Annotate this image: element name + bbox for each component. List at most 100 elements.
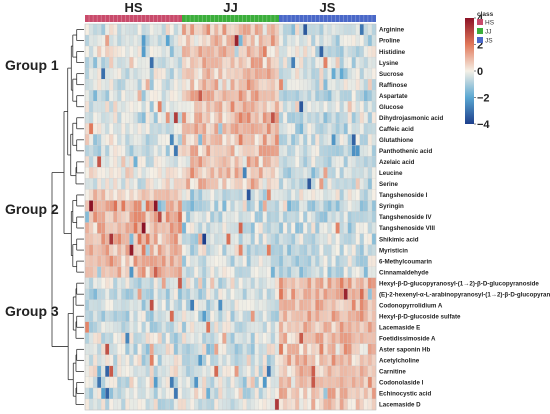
heatmap-cell (177, 45, 183, 58)
heatmap-cell (210, 34, 215, 47)
heatmap-cell (109, 123, 114, 135)
heatmap-cell (258, 90, 264, 102)
heatmap-cell (101, 310, 106, 322)
heatmap-cell (234, 200, 239, 212)
heatmap-cell (238, 23, 243, 36)
heatmap-cell (299, 398, 304, 411)
heatmap-cell (88, 211, 94, 223)
heatmap-cell (367, 332, 373, 345)
heatmap-cell (347, 299, 352, 311)
heatmap-cell (145, 45, 150, 58)
heatmap-cell (315, 277, 320, 289)
heatmap-cell (185, 354, 191, 367)
heatmap-cell (133, 79, 138, 91)
heatmap-cell (121, 56, 126, 69)
heatmap-cell (238, 277, 243, 289)
heatmap-cell (101, 365, 106, 378)
heatmap-cell (323, 354, 328, 367)
heatmap-cell (169, 200, 175, 212)
heatmap-cell (137, 365, 142, 378)
heatmap-cell (343, 189, 348, 201)
heatmap-cell (105, 266, 110, 278)
heatmap-cell (282, 23, 288, 36)
heatmap-cell (359, 398, 365, 411)
heatmap-cell (230, 398, 235, 411)
heatmap-cell (311, 277, 316, 289)
heatmap-cell (214, 156, 219, 168)
heatmap-cell (157, 178, 162, 190)
heatmap-cell (315, 332, 320, 345)
heatmap-cell (363, 45, 369, 58)
heatmap-cell (331, 112, 336, 124)
heatmap-cell (339, 266, 344, 278)
heatmap-cell (181, 200, 187, 212)
heatmap-cell (210, 321, 215, 333)
row-labels: ArginineProlineHistidineLysineSucroseRaf… (379, 27, 550, 409)
heatmap-cell (161, 332, 167, 345)
heatmap-cell (274, 90, 280, 102)
heatmap-cell (266, 178, 272, 190)
heatmap-cell (125, 45, 130, 58)
heatmap-cell (202, 90, 207, 102)
heatmap-cell (169, 178, 175, 190)
heatmap-cell (88, 332, 94, 345)
heatmap-cell (359, 123, 365, 135)
heatmap-cell (250, 376, 255, 389)
heatmap-cell (214, 67, 219, 80)
heatmap-cell (181, 288, 187, 300)
heatmap-cell (335, 343, 340, 356)
heatmap-cell (133, 178, 138, 190)
heatmap-cell (343, 34, 348, 47)
heatmap-cell (177, 233, 183, 245)
heatmap-cell (335, 321, 340, 333)
heatmap-cell (266, 56, 272, 69)
heatmap-cell (206, 321, 211, 333)
heatmap-cell (181, 211, 187, 223)
heatmap-cell (270, 79, 276, 91)
heatmap-cell (274, 79, 280, 91)
heatmap-cell (339, 233, 344, 245)
heatmap-cell (97, 244, 102, 256)
heatmap-cell (97, 376, 102, 389)
heatmap-cell (262, 178, 268, 190)
heatmap-cell (194, 277, 199, 289)
heatmap-cell (117, 134, 122, 146)
heatmap-cell (218, 34, 223, 47)
heatmap-cell (315, 387, 320, 400)
heatmap-cell (109, 112, 114, 124)
heatmap-cell (254, 200, 259, 212)
heatmap-cell (125, 34, 130, 47)
heatmap-cell (286, 222, 292, 234)
heatmap-cell (363, 365, 369, 378)
heatmap-cell (315, 178, 320, 190)
heatmap-cell (117, 233, 122, 245)
heatmap-cell (169, 387, 175, 400)
heatmap-cell (327, 145, 332, 157)
heatmap-cell (157, 233, 162, 245)
heatmap-cell (214, 277, 219, 289)
heatmap-cell (291, 354, 296, 367)
heatmap-cell (323, 200, 328, 212)
heatmap-cell (274, 23, 280, 36)
heatmap-cell (311, 398, 316, 411)
heatmap-cell (323, 211, 328, 223)
heatmap-cell (125, 189, 130, 201)
heatmap-cell (238, 67, 243, 80)
heatmap-cell (105, 233, 110, 245)
heatmap-cell (109, 332, 114, 345)
heatmap-cell (282, 145, 288, 157)
heatmap-cell (214, 189, 219, 201)
heatmap-cell (117, 189, 122, 201)
heatmap-cell (311, 288, 316, 300)
heatmap-cell (295, 321, 300, 333)
heatmap-cell (101, 244, 106, 256)
heatmap-cell (117, 398, 122, 411)
heatmap-cell (105, 387, 110, 400)
heatmap-cell (218, 101, 223, 113)
heatmap-cell (278, 56, 284, 69)
heatmap-cell (295, 101, 300, 113)
heatmap-cell (371, 387, 377, 400)
heatmap-cell (363, 222, 369, 234)
heatmap-cell (129, 310, 134, 322)
color-scale-tick: −2 (477, 92, 490, 104)
